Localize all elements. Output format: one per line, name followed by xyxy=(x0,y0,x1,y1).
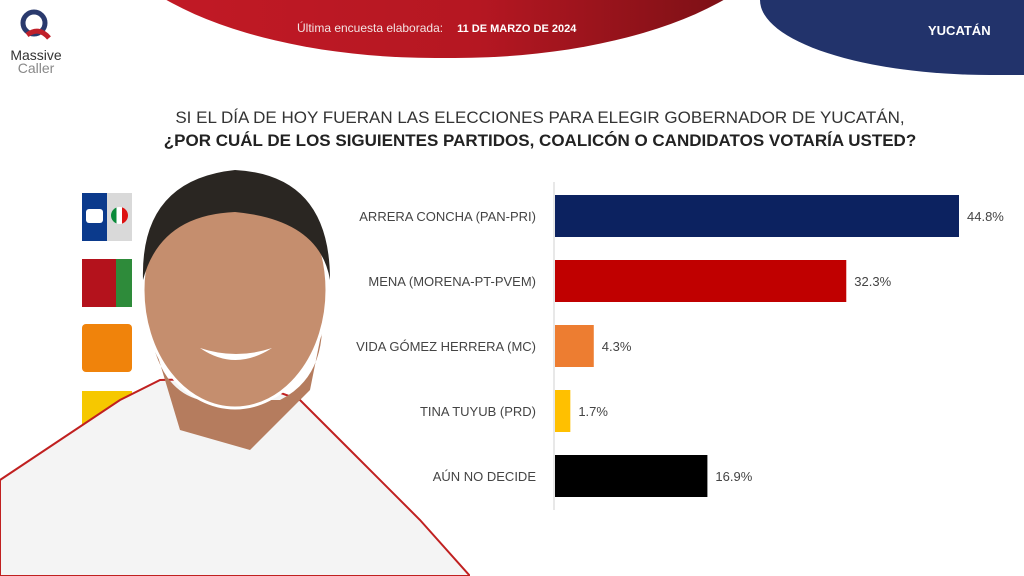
bar-4 xyxy=(555,455,708,497)
data-label: 4.3% xyxy=(602,339,632,354)
brand-name-2: Caller xyxy=(17,60,55,76)
category-label: AÚN NO DECIDE xyxy=(433,469,537,484)
category-label: TINA TUYUB (PRD) xyxy=(420,404,536,419)
logo-mark-icon xyxy=(20,9,51,40)
candidate-photo xyxy=(0,170,470,576)
state-name: YUCATÁN xyxy=(928,23,991,38)
category-label: MENA (MORENA-PT-PVEM) xyxy=(368,274,536,289)
data-label: 32.3% xyxy=(854,274,891,289)
bar-0 xyxy=(555,195,959,237)
bar-3 xyxy=(555,390,571,432)
massive-caller-logo: Massive Caller xyxy=(4,8,68,75)
survey-date: 11 DE MARZO DE 2024 xyxy=(457,23,577,35)
survey-date-line: Última encuesta elaborada: 11 DE MARZO DE… xyxy=(297,21,576,35)
mc-logo xyxy=(82,324,132,372)
bar-1 xyxy=(555,260,847,302)
category-label: VIDA GÓMEZ HERRERA (MC) xyxy=(356,339,536,354)
pan-pri-logo xyxy=(82,193,132,241)
data-label: 44.8% xyxy=(967,209,1004,224)
data-label: 1.7% xyxy=(578,404,608,419)
category-label: ARRERA CONCHA (PAN-PRI) xyxy=(359,209,536,224)
data-label: 16.9% xyxy=(715,469,752,484)
morena-pt-pvem-logo xyxy=(82,259,132,307)
bar-2 xyxy=(555,325,594,367)
question-line-2: ¿POR CUÁL DE LOS SIGUIENTES PARTIDOS, CO… xyxy=(163,131,917,150)
brand-name-1: Massive xyxy=(10,47,62,63)
survey-label: Última encuesta elaborada: xyxy=(297,21,444,35)
question-line-1: SI EL DÍA DE HOY FUERAN LAS ELECCIONES P… xyxy=(175,108,905,127)
